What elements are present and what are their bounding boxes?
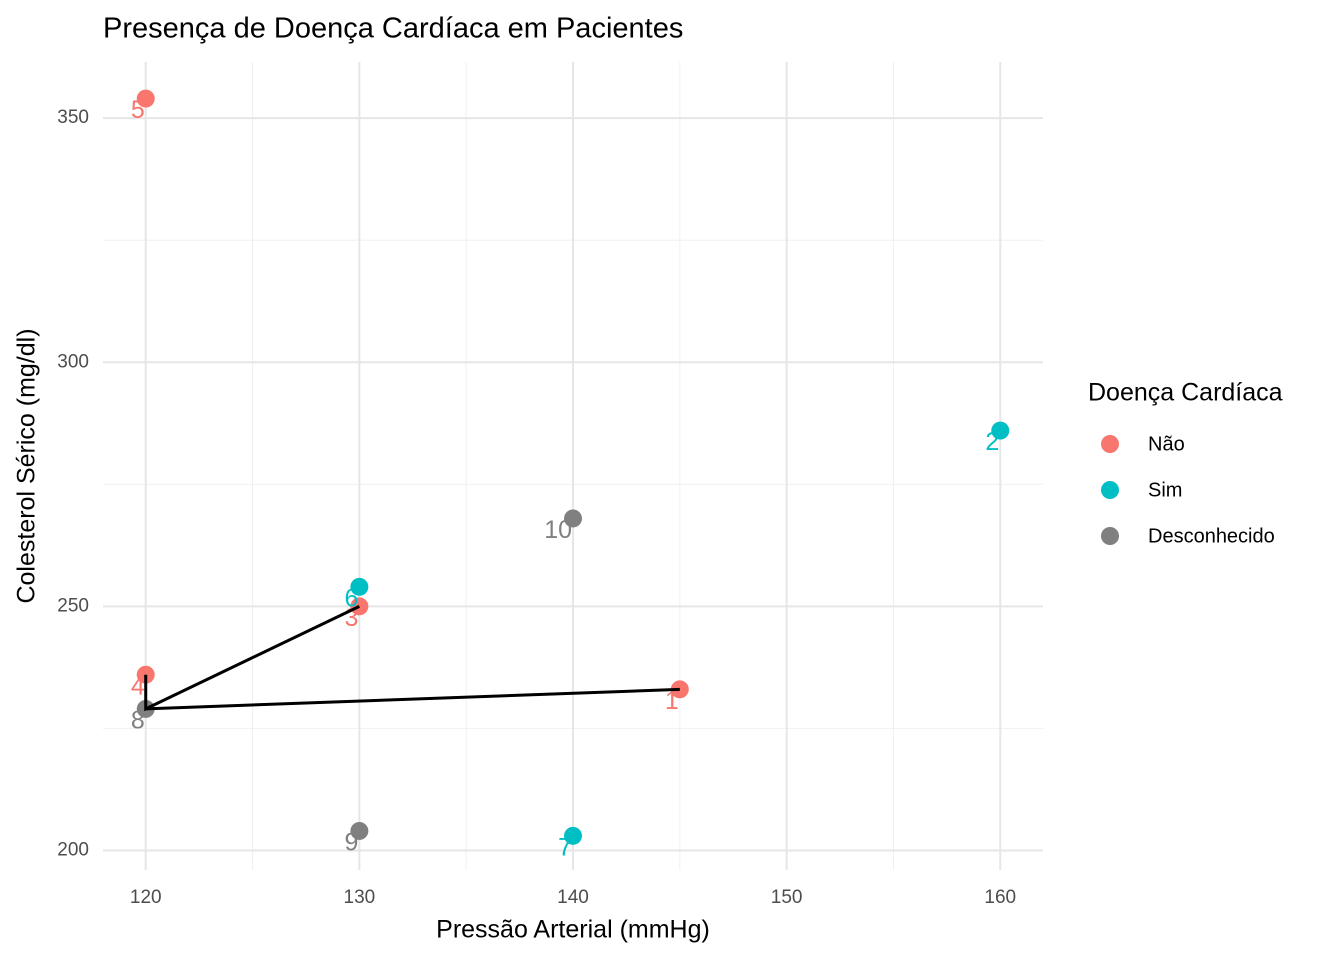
x-tick-label: 120 [130, 887, 162, 908]
point-label: 4 [131, 672, 145, 700]
x-tick-label: 160 [984, 887, 1016, 908]
legend-label: Sim [1148, 479, 1182, 501]
point [564, 509, 582, 528]
legend-swatch [1101, 481, 1119, 499]
point [350, 577, 369, 596]
point-label: 6 [344, 584, 358, 612]
connector-line [145, 687, 680, 711]
point [136, 89, 155, 108]
legend-swatch [1101, 527, 1119, 545]
point-label: 9 [344, 829, 358, 857]
point [564, 826, 582, 845]
x-tick-label: 150 [771, 887, 803, 908]
point [350, 821, 369, 840]
point-label: 1 [665, 687, 679, 715]
x-axis-label: Pressão Arterial (mmHg) [436, 916, 710, 944]
legend-title: Doença Cardíaca [1088, 379, 1283, 407]
point-label: 10 [544, 516, 572, 544]
x-tick-label: 140 [557, 887, 589, 908]
point-label: 5 [131, 96, 145, 124]
point [991, 421, 1010, 440]
y-tick-label: 300 [57, 351, 89, 372]
point-label: 2 [985, 428, 999, 456]
y-tick-label: 350 [57, 107, 89, 128]
legend-label: Desconhecido [1148, 525, 1275, 547]
legend-swatch [1101, 435, 1119, 453]
y-tick-label: 200 [57, 839, 89, 860]
point-label: 8 [131, 706, 145, 734]
point-label: 7 [558, 833, 572, 861]
y-tick-label: 250 [57, 595, 89, 616]
x-tick-label: 130 [344, 887, 376, 908]
legend-label: Não [1148, 433, 1185, 455]
chart-title: Presença de Doença Cardíaca em Pacientes [103, 13, 683, 45]
y-axis-label: Colesterol Sérico (mg/dl) [13, 328, 41, 603]
